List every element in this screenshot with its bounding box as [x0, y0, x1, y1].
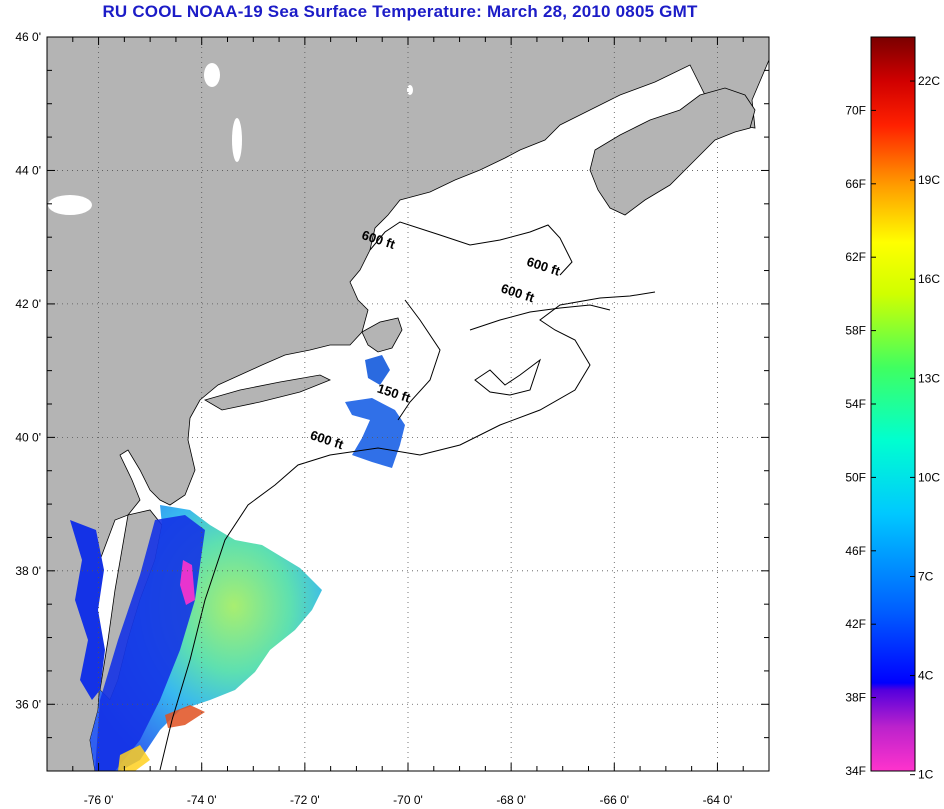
lake: [232, 118, 242, 162]
colorbar-ticks: 34F 38F 42F 46F 50F 54F 58F 62F 66F 70F 1C 4C 7C 10C 1…: [845, 74, 940, 782]
lat-tick-label: 38 0': [15, 564, 41, 578]
lake: [48, 195, 92, 215]
land-long-island: [203, 374, 331, 411]
colorbar-f-label: 34F: [845, 764, 866, 778]
lon-tick-label: -66 0': [599, 793, 629, 807]
colorbar-c-label: 19C: [918, 173, 940, 187]
lon-tick-label: -76 0': [84, 793, 114, 807]
lon-tick-label: -72 0': [290, 793, 320, 807]
lat-tick-label: 40 0': [15, 430, 41, 444]
colorbar-f-label: 42F: [845, 617, 866, 631]
chesapeake-bay: [70, 520, 105, 700]
lake: [407, 85, 413, 95]
colorbar-c-label: 10C: [918, 470, 940, 484]
axis-ticks: [46, 36, 770, 772]
colorbar-f-label: 46F: [845, 544, 866, 558]
lat-tick-label: 42 0': [15, 297, 41, 311]
colorbar-c-label: 4C: [918, 669, 934, 683]
land-cape-cod: [361, 317, 403, 353]
colorbar-f-label: 66F: [845, 177, 866, 191]
bathymetry-contours: [159, 221, 656, 771]
sst-warm-patch: [118, 745, 150, 771]
map-title: RU COOL NOAA-19 Sea Surface Temperature:…: [102, 2, 698, 21]
colorbar-f-label: 58F: [845, 324, 866, 338]
colorbar-c-label: 22C: [918, 74, 940, 88]
temperature-colorbar: [870, 36, 916, 772]
lon-tick-label: -70 0': [393, 793, 423, 807]
sst-coverage-cape: [365, 355, 390, 385]
colorbar-f-label: 54F: [845, 397, 866, 411]
colorbar-c-label: 16C: [918, 272, 940, 286]
colorbar-f-label: 38F: [845, 691, 866, 705]
sst-cold-patch: [180, 560, 195, 605]
colorbar-f-label: 50F: [845, 470, 866, 484]
sst-warm-patch: [165, 705, 205, 728]
lat-tick-label: 46 0': [15, 30, 41, 44]
lake: [204, 63, 220, 87]
colorbar-f-label: 62F: [845, 250, 866, 264]
lon-tick-label: -68 0': [496, 793, 526, 807]
lat-tick-label: 44 0': [15, 163, 41, 177]
longitude-labels: -76 0' -74 0' -72 0' -70 0' -68 0' -66 0' -64 …: [84, 793, 733, 807]
colorbar-c-label: 1C: [918, 768, 934, 782]
sst-coverage-nearshore: [95, 515, 205, 771]
land-nova-scotia: [589, 87, 756, 216]
lat-tick-label: 36 0': [15, 697, 41, 711]
latitude-labels: 46 0' 44 0' 42 0' 40 0' 38 0' 36 0': [15, 30, 41, 711]
land-mainland: [47, 37, 769, 771]
colorbar-f-label: 70F: [845, 103, 866, 117]
colorbar-c-label: 13C: [918, 371, 940, 385]
lon-tick-label: -74 0': [187, 793, 217, 807]
colorbar-c-label: 7C: [918, 569, 934, 583]
lon-tick-label: -64 0': [703, 793, 733, 807]
